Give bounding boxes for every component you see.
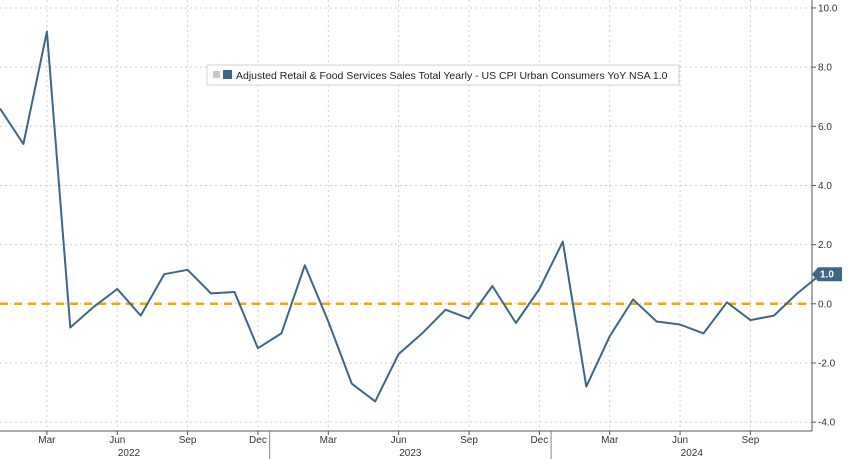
y-tick-label: 0.0 (818, 299, 832, 310)
legend-swatch (223, 70, 232, 79)
y-tick-label: 8.0 (818, 63, 832, 74)
x-tick-label: Jun (391, 435, 407, 446)
last-value-tag (812, 267, 842, 282)
legend-entry: Adjusted Retail & Food Services Sales To… (236, 70, 668, 82)
x-tick-label: Sep (742, 435, 760, 446)
x-tick-label: Jun (109, 435, 125, 446)
y-tick-label: 4.0 (818, 181, 832, 192)
x-year-label: 2022 (118, 448, 141, 459)
x-tick-label: Dec (249, 435, 267, 446)
x-tick-label: Jun (672, 435, 688, 446)
series-line (0, 30, 822, 403)
y-tick-label: 10.0 (818, 3, 838, 14)
x-tick-label: Dec (530, 435, 548, 446)
last-value-label: 1.0 (820, 270, 834, 281)
y-tick-label: 6.0 (818, 122, 832, 133)
legend-box (206, 64, 680, 86)
legend-marker-placeholder (213, 71, 220, 78)
y-tick-label: -2.0 (818, 358, 836, 369)
x-tick-label: Sep (460, 435, 478, 446)
x-tick-label: Mar (601, 435, 619, 446)
x-year-label: 2024 (681, 448, 704, 459)
y-tick-label: 2.0 (818, 240, 832, 251)
x-tick-label: Mar (38, 435, 56, 446)
x-tick-label: Sep (179, 435, 197, 446)
x-year-label: 2023 (399, 448, 422, 459)
x-tick-label: Mar (320, 435, 338, 446)
series-layer (0, 30, 822, 403)
y-tick-label: -4.0 (818, 418, 836, 429)
legend: Adjusted Retail & Food Services Sales To… (206, 64, 680, 86)
